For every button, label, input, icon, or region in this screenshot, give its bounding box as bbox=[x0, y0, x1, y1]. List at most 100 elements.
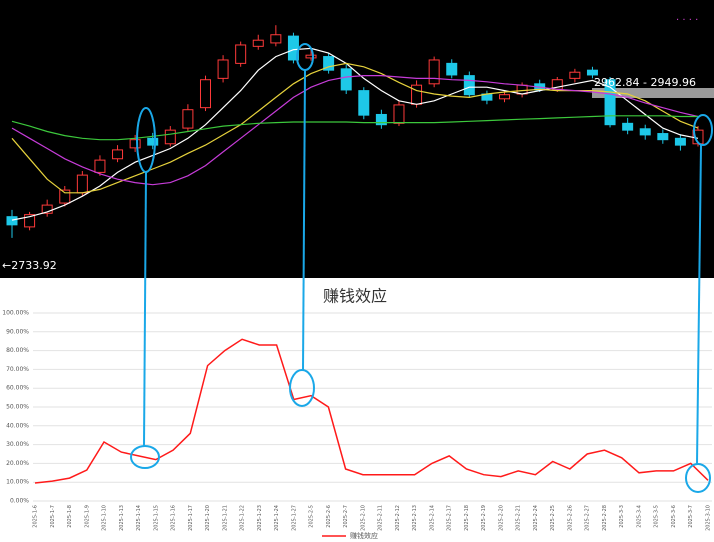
highlight-circle bbox=[693, 114, 713, 146]
connector bbox=[696, 144, 702, 465]
candle-body bbox=[76, 174, 88, 194]
candle-body bbox=[6, 216, 18, 226]
x-tick-label: 2025-2-13 bbox=[412, 505, 418, 531]
y-tick-label: 100.00% bbox=[2, 310, 29, 317]
candle-body bbox=[94, 159, 106, 173]
x-tick-label: 2025-2-12 bbox=[395, 505, 401, 531]
candle-body bbox=[24, 214, 36, 228]
candle-body bbox=[428, 59, 440, 85]
y-tick-label: 40.00% bbox=[6, 422, 29, 429]
price-band bbox=[592, 88, 714, 98]
x-tick-label: 2025-1-10 bbox=[102, 505, 108, 531]
y-tick-label: 90.00% bbox=[6, 328, 29, 335]
candle-body bbox=[164, 129, 176, 145]
lower-chart: 赚钱效应 0.00% 10.00% 20.00% 30.00% 40.00% 50.00% 6… bbox=[2, 287, 712, 540]
candle-body bbox=[252, 39, 264, 47]
candle-body bbox=[182, 109, 194, 129]
x-tick-label: 2025-3-3 bbox=[619, 505, 625, 528]
x-tick-label: 2025-1-15 bbox=[153, 505, 159, 531]
moving-average bbox=[11, 62, 699, 194]
x-tick-label: 2025-1-8 bbox=[67, 505, 73, 528]
candle-body bbox=[411, 84, 423, 105]
x-tick-label: 2025-1-16 bbox=[171, 505, 177, 531]
x-tick-label: 2025-2-21 bbox=[516, 505, 522, 531]
candle-body bbox=[393, 104, 405, 124]
chart-title: 赚钱效应 bbox=[323, 287, 387, 306]
moving-average bbox=[11, 47, 699, 221]
x-tick-label: 2025-3-5 bbox=[654, 505, 660, 528]
y-tick-label: 30.00% bbox=[6, 441, 29, 448]
candle-body bbox=[217, 59, 229, 79]
x-tick-label: 2025-2-26 bbox=[567, 505, 573, 531]
x-tick-label: 2025-1-17 bbox=[188, 505, 194, 531]
x-tick-label: 2025-2-14 bbox=[429, 505, 435, 531]
x-tick-label: 2025-3-6 bbox=[671, 505, 677, 528]
x-tick-label: 2025-1-20 bbox=[205, 505, 211, 531]
x-tick-label: 2025-2-27 bbox=[585, 505, 591, 531]
y-tick-label: 50.00% bbox=[6, 404, 29, 411]
legend-label: 赚钱效应 bbox=[350, 531, 378, 540]
x-tick-label: 2025-1-13 bbox=[119, 505, 125, 531]
connector bbox=[143, 171, 147, 447]
x-tick-label: 2025-2-24 bbox=[533, 505, 539, 531]
highlight-circle bbox=[289, 369, 315, 407]
x-tick-label: 2025-3-10 bbox=[706, 505, 712, 531]
candle-body bbox=[112, 149, 124, 160]
y-tick-label: 80.00% bbox=[6, 347, 29, 354]
candle-body bbox=[569, 71, 581, 79]
line-series bbox=[34, 338, 709, 484]
y-tick-label: 70.00% bbox=[6, 366, 29, 373]
candle-body bbox=[674, 137, 686, 146]
x-tick-label: 2025-1-21 bbox=[222, 505, 228, 531]
y-tick-label: 60.00% bbox=[6, 385, 29, 392]
line-panel bbox=[0, 278, 714, 542]
candle-body bbox=[358, 90, 370, 116]
x-tick-label: 2025-3-7 bbox=[688, 505, 694, 528]
candle-body bbox=[41, 204, 53, 214]
kline-panel bbox=[0, 0, 714, 278]
highlights bbox=[130, 43, 713, 493]
candle-body bbox=[446, 62, 458, 76]
candle-body bbox=[129, 139, 141, 149]
x-tick-label: 2025-1-24 bbox=[274, 505, 280, 531]
connector bbox=[302, 69, 306, 371]
x-tick-label: 2025-2-11 bbox=[378, 505, 384, 531]
x-tick-label: 2025-2-20 bbox=[498, 505, 504, 531]
candle-body bbox=[516, 84, 528, 95]
moving-average bbox=[11, 115, 698, 141]
candle-body bbox=[59, 189, 71, 204]
x-tick-label: 2025-1-27 bbox=[291, 505, 297, 531]
candle-body bbox=[463, 75, 475, 96]
kline: 2962.84 - 2949.96 ←2733.92 · · · · bbox=[2, 15, 704, 272]
x-tick-label: 2025-2-5 bbox=[309, 505, 315, 528]
moving-average bbox=[11, 75, 699, 186]
x-tick-label: 2025-1-14 bbox=[136, 505, 142, 531]
y-tick-label: 20.00% bbox=[6, 460, 29, 467]
x-tick-label: 2025-2-7 bbox=[343, 505, 349, 528]
y-tick-label: 0.00% bbox=[10, 498, 29, 505]
x-tick-label: 2025-2-25 bbox=[550, 505, 556, 531]
y-tick-label: 10.00% bbox=[6, 479, 29, 486]
candle-body bbox=[586, 69, 598, 76]
x-tick-label: 2025-2-6 bbox=[326, 505, 332, 528]
candle-body bbox=[270, 34, 282, 44]
candle-body bbox=[375, 113, 387, 126]
low-price-label: ←2733.92 bbox=[2, 259, 57, 272]
x-tick-label: 2025-3-4 bbox=[636, 505, 642, 528]
candle-body bbox=[305, 54, 317, 59]
price-range-label: 2962.84 - 2949.96 bbox=[594, 76, 696, 89]
candle-body bbox=[199, 79, 211, 109]
x-tick-label: 2025-1-23 bbox=[257, 505, 263, 531]
candle-body bbox=[657, 133, 669, 141]
x-tick-label: 2025-2-17 bbox=[447, 505, 453, 531]
menu-dots: · · · · bbox=[676, 15, 698, 26]
candle-body bbox=[340, 68, 352, 91]
x-tick-label: 2025-1-6 bbox=[33, 505, 39, 528]
candle-body bbox=[235, 44, 247, 64]
x-tick-label: 2025-2-19 bbox=[481, 505, 487, 531]
candle-body bbox=[622, 122, 634, 131]
x-tick-label: 2025-1-22 bbox=[240, 505, 246, 531]
x-tick-label: 2025-2-28 bbox=[602, 505, 608, 531]
candle-body bbox=[147, 137, 159, 146]
